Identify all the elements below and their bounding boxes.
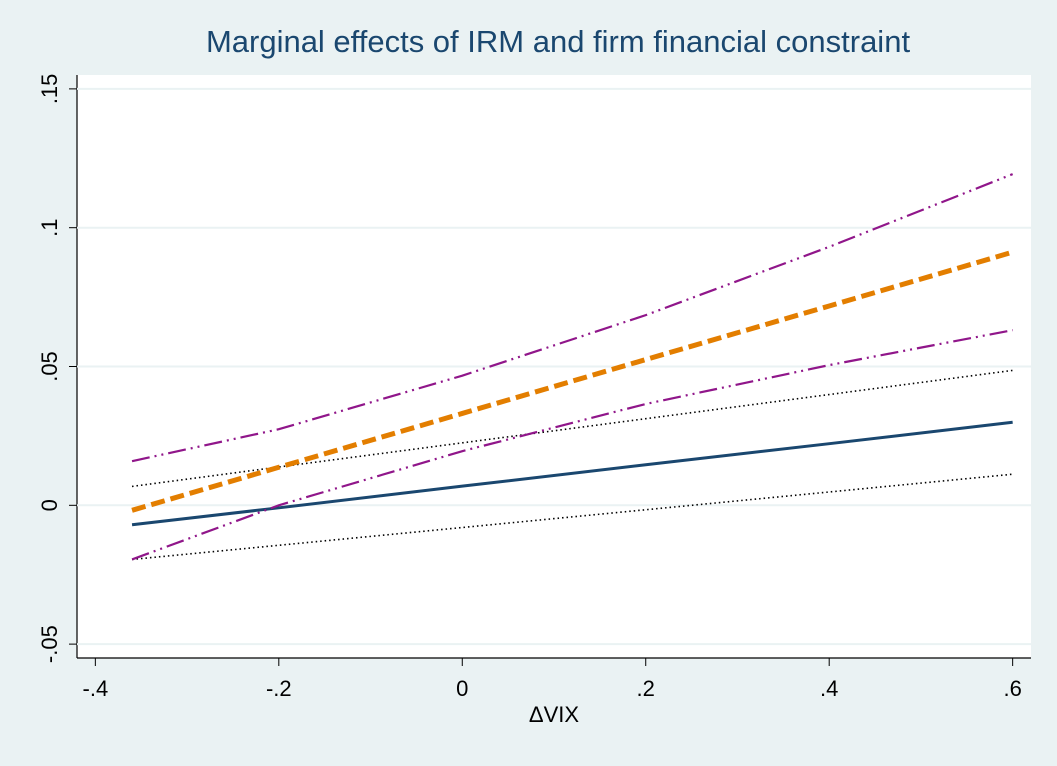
series-line: [131, 329, 1013, 561]
y-tick-label: 0: [37, 499, 62, 511]
series-line: [131, 473, 1013, 561]
x-tick-label: .2: [637, 676, 655, 701]
y-tick-label: .1: [37, 219, 62, 237]
series-line: [131, 249, 1014, 513]
x-tick-label: -.2: [266, 676, 292, 701]
y-tick-label: .05: [37, 351, 62, 382]
series-line: [131, 420, 1013, 527]
y-tick-label: .15: [37, 74, 62, 105]
y-tick-label: -.05: [37, 625, 62, 663]
x-tick-label: .4: [820, 676, 838, 701]
chart-title: Marginal effects of IRM and firm financi…: [206, 24, 911, 59]
x-tick-label: .6: [1003, 676, 1021, 701]
x-tick-label: -.4: [83, 676, 109, 701]
x-tick-label: 0: [456, 676, 468, 701]
series-line: [131, 173, 1014, 463]
series-line: [131, 369, 1013, 488]
x-axis-label: ΔVIX: [529, 702, 579, 727]
